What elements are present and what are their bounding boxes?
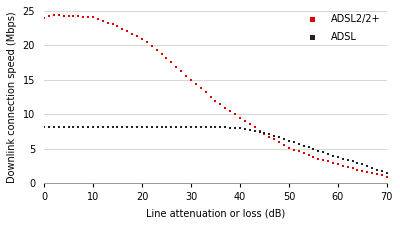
Line: ADSL2/2+: ADSL2/2+: [43, 14, 388, 178]
ADSL: [208, 126, 213, 128]
Y-axis label: Downlink connection speed (Mbps): Downlink connection speed (Mbps): [7, 11, 17, 183]
ADSL2/2+: [213, 99, 218, 102]
ADSL: [169, 126, 174, 128]
ADSL: [42, 126, 46, 128]
ADSL2/2+: [384, 175, 389, 178]
ADSL2/2+: [42, 16, 46, 19]
X-axis label: Line attenuation or loss (dB): Line attenuation or loss (dB): [146, 208, 285, 218]
ADSL2/2+: [370, 172, 374, 175]
ADSL2/2+: [306, 154, 311, 157]
ADSL: [247, 128, 252, 131]
Legend: ADSL2/2+, ADSL: ADSL2/2+, ADSL: [296, 12, 382, 44]
ADSL2/2+: [56, 14, 61, 17]
ADSL2/2+: [144, 41, 149, 44]
ADSL: [52, 126, 56, 128]
ADSL: [140, 126, 144, 128]
ADSL2/2+: [252, 126, 257, 129]
ADSL: [384, 172, 389, 174]
ADSL2/2+: [52, 14, 56, 16]
Line: ADSL: ADSL: [43, 126, 388, 174]
ADSL: [365, 165, 370, 167]
